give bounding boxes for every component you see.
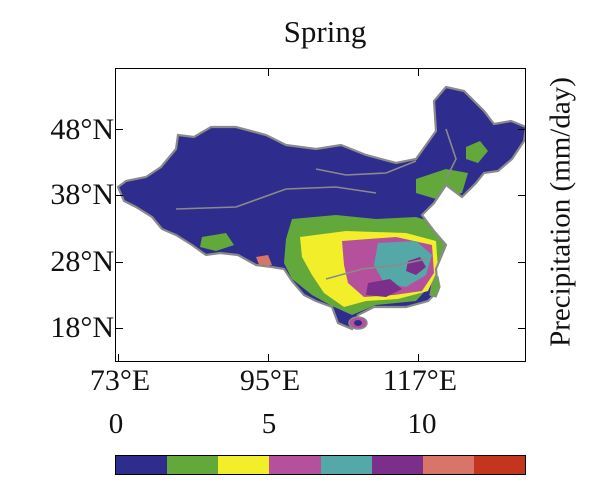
colorbar-label: Precipitation (mm/day) [544,77,577,347]
map-title: Spring [283,14,367,49]
province-boundary-line [315,160,417,176]
lat-tick-48n-right [518,129,525,130]
lat-tick-38n [116,195,123,196]
colorbar-bin-2 [218,456,270,474]
colorbar-tick-10: 10 [407,408,437,440]
lat-label-28n: 28°N [50,245,114,278]
lon-tick-73e [118,354,119,361]
hainan-island-core [354,320,362,326]
map-panel [115,68,526,362]
lat-label-48n: 48°N [50,113,114,146]
lat-label-18n: 18°N [50,311,114,344]
lon-tick-117e-top [418,69,419,76]
colorbar-bin-6 [422,456,474,474]
lon-tick-117e [418,354,419,361]
lat-tick-38n-right [518,195,525,196]
tibet-green-patch [200,233,234,251]
taiwan-island [429,275,441,298]
colorbar-bin-1 [167,456,219,474]
colorbar-bin-5 [371,456,423,474]
southwest-salmon-patch [256,255,272,267]
colorbar-bin-4 [320,456,372,474]
colorbar-bin-7 [473,456,525,474]
colorbar-tick-0: 0 [108,408,124,440]
lat-label-38n: 38°N [50,178,114,211]
colorbar [115,455,526,475]
province-boundary-line [325,258,427,280]
precipitation-map [116,85,525,331]
lat-tick-18n-right [518,328,525,329]
lon-label-117e: 117°E [382,364,458,397]
lat-tick-28n-right [518,262,525,263]
lat-tick-28n [116,262,123,263]
ne-green-patch [466,141,488,163]
lat-tick-18n [116,328,123,329]
south-purple-region [366,279,402,297]
low-precip-region [118,87,525,329]
lon-tick-95e [268,354,269,361]
colorbar-bin-0 [116,456,168,474]
lon-tick-95e-top [268,69,269,76]
lon-label-95e: 95°E [239,364,301,397]
lon-label-73e: 73°E [89,364,151,397]
colorbar-tick-5: 5 [261,408,277,440]
province-boundary-line [445,128,457,180]
colorbar-bin-3 [269,456,321,474]
province-boundary-line [175,186,377,210]
lat-tick-48n [116,129,123,130]
